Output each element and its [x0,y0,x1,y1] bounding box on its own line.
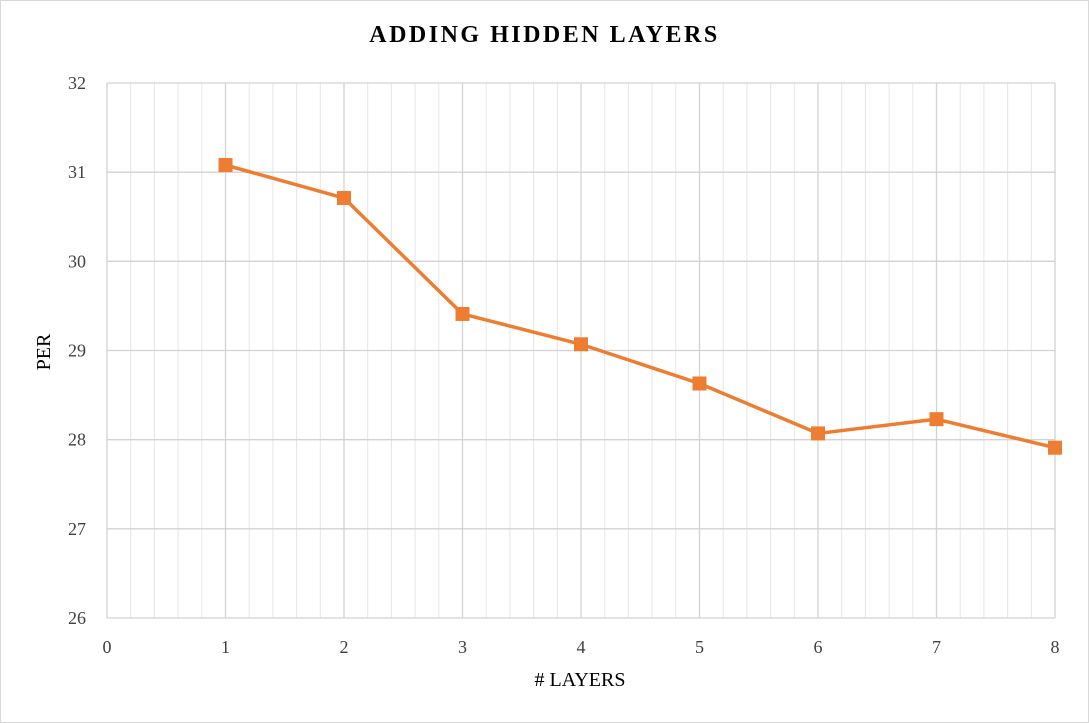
data-point-marker [337,191,351,206]
x-tick-label: 6 [814,637,823,657]
y-tick-label: 29 [68,341,86,361]
x-tick-label: 4 [577,637,586,657]
data-point-marker [455,306,470,321]
tick-labels: 26 27 28 29 30 31 32 0 1 2 3 4 5 6 7 8 [68,73,1060,657]
x-tick-label: 7 [932,637,941,657]
x-tick-label: 0 [103,637,112,657]
x-tick-label: 5 [695,637,704,657]
y-tick-label: 27 [68,519,86,539]
y-axis-title: PER [33,333,55,370]
x-axis-title: # LAYERS [535,669,626,691]
y-tick-label: 28 [68,430,86,450]
data-point-marker [218,158,233,173]
data-point-marker [692,376,707,391]
data-point-marker [574,337,588,352]
y-tick-label: 26 [68,608,86,628]
x-tick-label: 1 [221,637,230,657]
x-tick-label: 3 [458,637,467,657]
y-tick-label: 32 [68,73,86,93]
major-gridlines [106,82,1056,619]
chart-title: ADDING HIDDEN LAYERS [369,22,720,48]
data-point-marker [811,426,825,441]
y-tick-label: 31 [68,162,86,182]
x-tick-label: 2 [340,637,349,657]
series-line [225,163,1056,450]
x-tick-label: 8 [1051,637,1060,657]
series-group [218,158,1062,455]
data-point-marker [929,412,944,427]
data-point-marker [1048,440,1062,455]
y-tick-label: 30 [68,251,86,271]
